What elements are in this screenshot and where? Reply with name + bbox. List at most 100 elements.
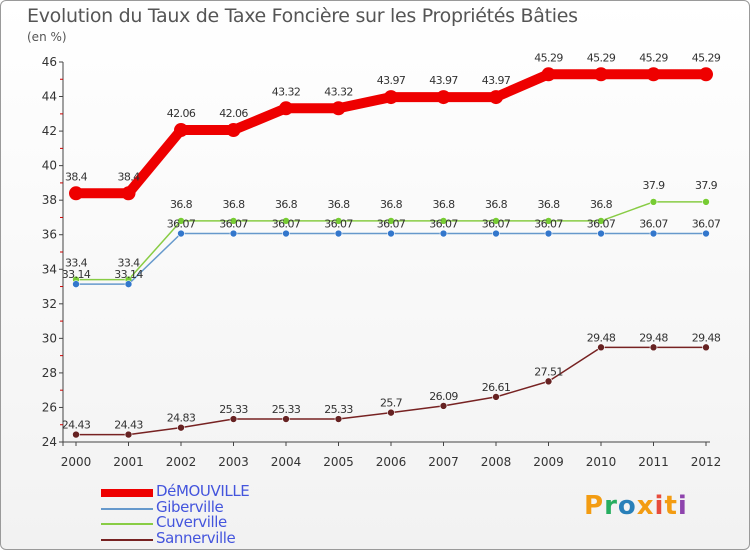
data-label: 36.8 (222, 198, 245, 211)
data-point (334, 217, 343, 225)
data-label: 36.8 (590, 198, 613, 211)
data-point (489, 90, 503, 105)
data-point (544, 217, 553, 225)
data-point (594, 67, 608, 82)
x-tick-label: 2002 (166, 455, 197, 469)
data-point (229, 229, 238, 238)
data-label: 36.07 (534, 218, 563, 231)
data-point (597, 343, 605, 352)
data-label: 33.4 (117, 257, 140, 270)
data-point (649, 198, 658, 206)
x-tick-label: 2009 (533, 455, 564, 469)
data-point (597, 229, 605, 238)
x-tick-label: 2001 (113, 455, 144, 469)
data-label: 24.43 (62, 419, 91, 432)
data-label: 38.4 (117, 170, 140, 183)
logo-letter: t (664, 491, 678, 521)
data-point (124, 430, 133, 439)
data-label: 36.07 (639, 218, 668, 231)
x-tick-label: 2010 (586, 455, 617, 469)
data-point (646, 67, 661, 82)
data-label: 25.33 (272, 403, 301, 416)
data-label: 36.07 (167, 218, 196, 231)
data-point (331, 101, 346, 116)
data-point (177, 217, 185, 225)
data-label: 43.97 (377, 74, 406, 87)
x-tick-label: 2007 (428, 455, 459, 469)
data-point (384, 90, 398, 105)
logo-letter: i (677, 491, 688, 521)
data-point (177, 229, 185, 238)
data-label: 43.32 (324, 85, 353, 98)
y-tick-label: 26 (42, 400, 57, 414)
data-label: 36.07 (324, 218, 353, 231)
data-point (226, 123, 241, 138)
data-label: 29.48 (692, 331, 721, 344)
y-tick-label: 30 (42, 331, 57, 345)
y-tick-label: 24 (42, 435, 57, 449)
data-label: 45.29 (534, 51, 563, 64)
data-label: 36.8 (432, 198, 455, 211)
data-label: 38.4 (65, 170, 88, 183)
legend-label: Giberville (156, 497, 224, 516)
data-point (177, 423, 185, 432)
data-point (387, 217, 395, 225)
logo-letter: o (617, 491, 637, 521)
chart-title: Evolution du Taux de Taxe Foncière sur l… (27, 5, 578, 27)
data-point (334, 229, 343, 238)
data-point (649, 343, 658, 352)
data-point (597, 217, 605, 225)
data-label: 27.51 (534, 365, 563, 378)
series-line-2 (75, 201, 707, 281)
data-point (387, 408, 395, 417)
data-label: 33.14 (114, 268, 143, 281)
data-label: 36.8 (485, 198, 508, 211)
data-label: 33.4 (65, 257, 88, 270)
data-label: 36.8 (380, 198, 403, 211)
data-label: 36.8 (170, 198, 193, 211)
data-point (282, 415, 290, 423)
data-point (492, 217, 500, 225)
data-label: 36.07 (272, 218, 301, 231)
data-point (124, 280, 133, 288)
x-tick-label: 2005 (323, 455, 354, 469)
data-label: 45.29 (692, 51, 721, 64)
data-label: 24.43 (114, 419, 143, 432)
data-label: 36.07 (587, 218, 616, 231)
data-label: 26.09 (429, 390, 458, 403)
data-label: 37.9 (695, 179, 718, 192)
x-tick-label: 2011 (638, 455, 669, 469)
data-point (702, 343, 710, 352)
x-tick-label: 2006 (376, 455, 407, 469)
legend-swatch (101, 523, 153, 525)
data-point (702, 198, 710, 206)
data-point (699, 67, 713, 82)
x-tick-label: 2004 (271, 455, 302, 469)
data-label: 36.07 (482, 218, 511, 231)
legend-label: Sannerville (156, 528, 236, 547)
data-label: 36.8 (537, 198, 560, 211)
data-label: 36.07 (219, 218, 248, 231)
legend-label: DéMOUVILLE (156, 482, 250, 500)
data-point (492, 229, 500, 238)
legend-swatch (101, 489, 153, 497)
data-label: 36.07 (377, 218, 406, 231)
y-tick-label: 32 (42, 297, 57, 311)
data-point (436, 90, 451, 105)
data-label: 43.97 (429, 74, 458, 87)
y-tick-label: 28 (42, 366, 57, 380)
data-point (174, 123, 188, 138)
data-label: 42.06 (167, 107, 196, 120)
data-point (282, 229, 290, 238)
data-label: 45.29 (587, 51, 616, 64)
data-point (72, 280, 80, 288)
y-tick-label: 36 (42, 228, 57, 242)
data-label: 29.48 (587, 331, 616, 344)
y-tick-label: 34 (42, 262, 57, 276)
proxiti-logo: Proxiti (584, 491, 688, 521)
data-label: 37.9 (642, 179, 665, 192)
data-label: 33.14 (62, 268, 91, 281)
data-point (649, 229, 658, 238)
